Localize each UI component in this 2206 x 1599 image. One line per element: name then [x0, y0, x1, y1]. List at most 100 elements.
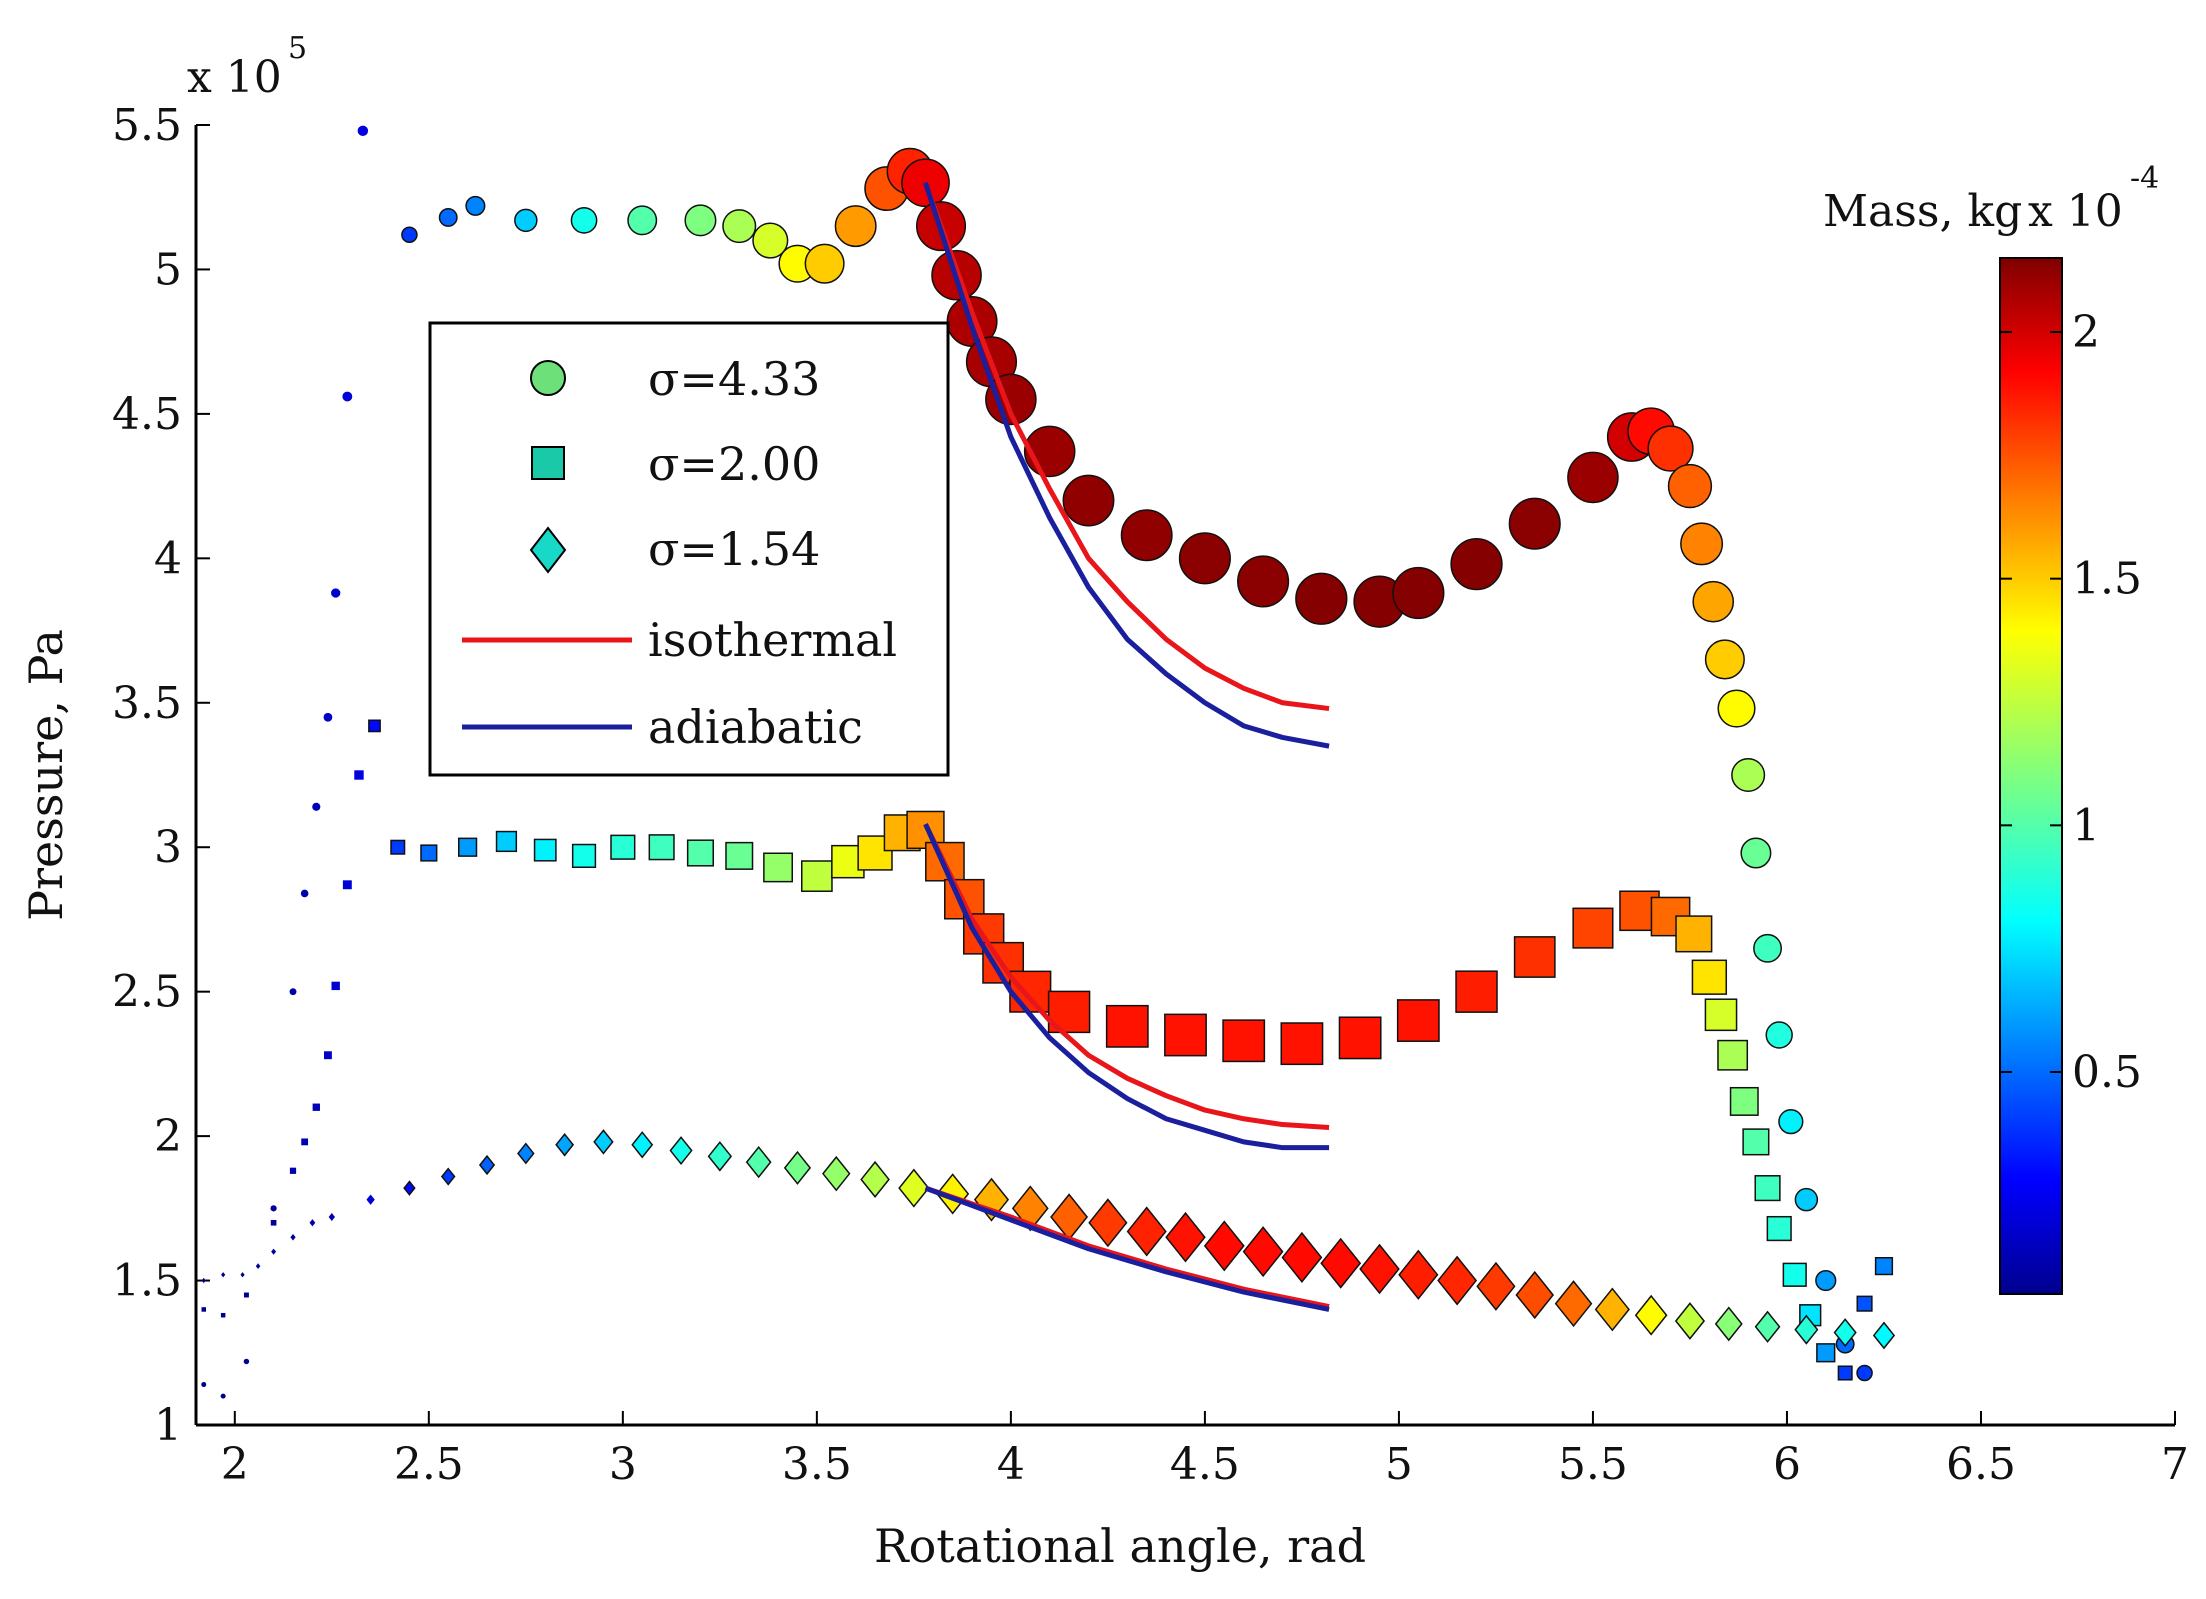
data-point — [1164, 1013, 1207, 1057]
data-point — [328, 1213, 335, 1221]
data-point — [1675, 915, 1713, 953]
data-point — [331, 981, 340, 991]
data-point — [834, 205, 877, 248]
data-point — [312, 802, 321, 811]
y-tick-label: 2 — [154, 1111, 182, 1162]
data-point — [1508, 497, 1561, 550]
data-point — [1753, 933, 1783, 963]
data-point — [1874, 1256, 1894, 1276]
data-point — [1729, 1086, 1759, 1116]
data-point — [495, 830, 518, 853]
data-point — [1704, 998, 1738, 1032]
colorbar-tick-label: 0.5 — [2072, 1047, 2142, 1098]
data-point — [783, 1150, 812, 1185]
data-point — [323, 712, 333, 722]
legend-label-sigma-154: σ=1.54 — [648, 522, 820, 576]
data-point — [1680, 522, 1724, 566]
data-point — [1178, 532, 1231, 585]
data-point — [1237, 555, 1290, 608]
legend-marker-square — [531, 446, 565, 480]
series-diamond — [201, 1129, 1896, 1350]
data-point — [631, 1131, 654, 1159]
data-point — [403, 1180, 416, 1196]
y-tick-label: 5 — [154, 244, 182, 295]
y-tick-label: 1 — [154, 1400, 182, 1451]
data-point — [270, 1219, 277, 1226]
data-point — [1515, 1270, 1555, 1320]
data-point — [1437, 1255, 1478, 1306]
x-tick-label: 6.5 — [1946, 1439, 2016, 1490]
line-adiabatic — [923, 823, 1330, 1151]
y-multiplier: x 10 — [187, 52, 282, 103]
colorbar-tick-label: 2 — [2072, 307, 2100, 358]
colorbar-scale — [1999, 257, 2063, 1295]
data-point — [201, 1277, 206, 1284]
data-point — [1295, 572, 1348, 625]
data-point — [1794, 1314, 1819, 1345]
data-point — [648, 834, 675, 861]
y-tick-label: 5.5 — [112, 100, 182, 151]
data-point — [220, 1393, 226, 1399]
data-point — [438, 207, 458, 227]
data-point — [289, 1167, 297, 1174]
data-point — [1778, 1109, 1804, 1135]
data-point — [800, 860, 833, 892]
data-point — [1476, 1261, 1516, 1311]
data-point — [342, 391, 353, 402]
data-point — [354, 770, 364, 780]
line-isothermal — [923, 823, 1330, 1130]
data-point — [1222, 1019, 1266, 1063]
data-point — [1105, 1004, 1149, 1048]
data-point — [1572, 907, 1614, 949]
data-point — [1280, 1022, 1324, 1066]
data-point — [1692, 580, 1735, 623]
data-point — [1691, 959, 1728, 995]
data-point — [390, 839, 406, 855]
data-point — [669, 1136, 693, 1166]
legend-marker-circle — [530, 360, 566, 396]
legend-box — [428, 321, 950, 777]
data-point — [1398, 1249, 1439, 1300]
data-point — [822, 1155, 851, 1192]
data-point — [1455, 970, 1498, 1013]
legend-label-sigma-200: σ=2.00 — [648, 437, 820, 491]
colorbar-tick-label: 1 — [2072, 800, 2100, 851]
data-point — [1320, 1237, 1362, 1289]
data-point — [570, 206, 598, 234]
model-lines — [923, 181, 1330, 1312]
y-tick-label: 4 — [154, 533, 182, 584]
data-point — [1594, 1287, 1630, 1332]
colorbar-label: Mass, kg — [1823, 186, 2022, 237]
colorbar-multiplier: x 10 — [2028, 186, 2123, 237]
x-tick-label: 5.5 — [1558, 1439, 1628, 1490]
data-point — [312, 1103, 320, 1111]
data-point — [860, 1160, 890, 1198]
line-adiabatic — [924, 1185, 1330, 1312]
data-point — [1717, 1039, 1749, 1071]
x-axis-label: Rotational angle, rad — [874, 1519, 1366, 1573]
data-point — [1203, 1220, 1245, 1272]
data-point — [1450, 537, 1503, 591]
data-point — [1338, 1016, 1382, 1060]
data-point — [243, 1358, 250, 1365]
data-point — [533, 838, 557, 862]
data-point — [593, 1129, 614, 1155]
data-point — [1717, 689, 1756, 728]
data-point — [1062, 474, 1115, 527]
data-point — [220, 1312, 226, 1318]
data-point — [686, 839, 714, 867]
data-point — [707, 1141, 733, 1172]
legend-label-isothermal: isothermal — [648, 613, 897, 667]
axis-ticks: 2 2.5 3 3.5 4 4.5 5 5.5 6 6.5 7 1 1.5 2 2.5 3 3.5 4 4.5 5 5.… — [112, 100, 2189, 1490]
data-point — [301, 1138, 309, 1146]
x-tick-label: 4.5 — [1170, 1439, 1240, 1490]
data-point — [1359, 1243, 1400, 1295]
y-tick-label: 3.5 — [112, 678, 182, 729]
data-point — [517, 1142, 535, 1165]
data-point — [1120, 509, 1173, 562]
data-point — [1396, 999, 1440, 1042]
x-tick-label: 6 — [1773, 1439, 1801, 1490]
y-multiplier-exponent: 5 — [288, 31, 307, 66]
data-point — [1674, 1302, 1706, 1340]
